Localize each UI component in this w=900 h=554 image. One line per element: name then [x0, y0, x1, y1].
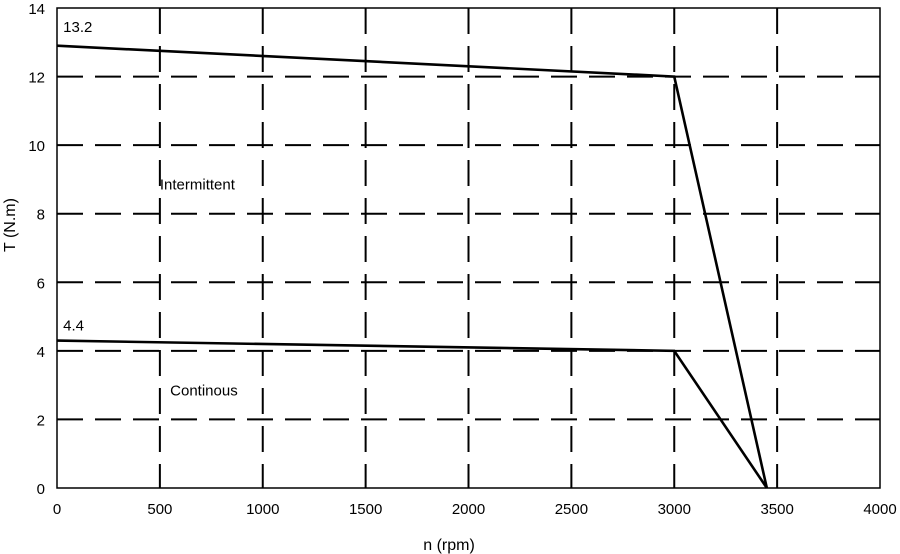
x-tick-label: 3000 — [658, 501, 691, 518]
y-tick-label: 14 — [28, 1, 45, 18]
annotations: 13.2 4.4 Intermittent Continous — [63, 19, 238, 399]
series-layer — [56, 44, 769, 489]
annotation-label: 4.4 — [63, 317, 84, 334]
y-tick-label: 10 — [28, 138, 45, 155]
y-tick-label: 4 — [37, 344, 45, 361]
x-axis-title: n (rpm) — [423, 537, 475, 554]
plot-frame — [56, 7, 881, 489]
x-tick-label: 1000 — [246, 501, 279, 518]
x-tick-label: 0 — [53, 501, 61, 518]
x-tick-label: 1500 — [349, 501, 382, 518]
annotation-label: Continous — [170, 382, 238, 399]
series-line-continous — [56, 339, 768, 489]
series-line-intermittent — [56, 44, 769, 489]
y-tick-label: 8 — [37, 207, 45, 224]
y-tick-label: 12 — [28, 70, 45, 87]
x-tick-labels: 0 500 1000 1500 2000 2500 3000 3500 4000 — [53, 501, 897, 518]
y-tick-label: 2 — [37, 412, 45, 429]
annotation-label: 13.2 — [63, 19, 92, 36]
x-tick-label: 500 — [147, 501, 172, 518]
x-tick-label: 2000 — [452, 501, 485, 518]
x-tick-label: 2500 — [555, 501, 588, 518]
y-tick-label: 0 — [37, 481, 45, 498]
grid — [57, 8, 880, 488]
annotation-label: Intermittent — [160, 177, 236, 194]
y-axis-title: T (N.m) — [2, 198, 19, 252]
y-tick-labels: 0 2 4 6 8 10 12 14 — [28, 1, 45, 498]
y-tick-label: 6 — [37, 275, 45, 292]
x-tick-label: 3500 — [760, 501, 793, 518]
x-tick-label: 4000 — [863, 501, 896, 518]
